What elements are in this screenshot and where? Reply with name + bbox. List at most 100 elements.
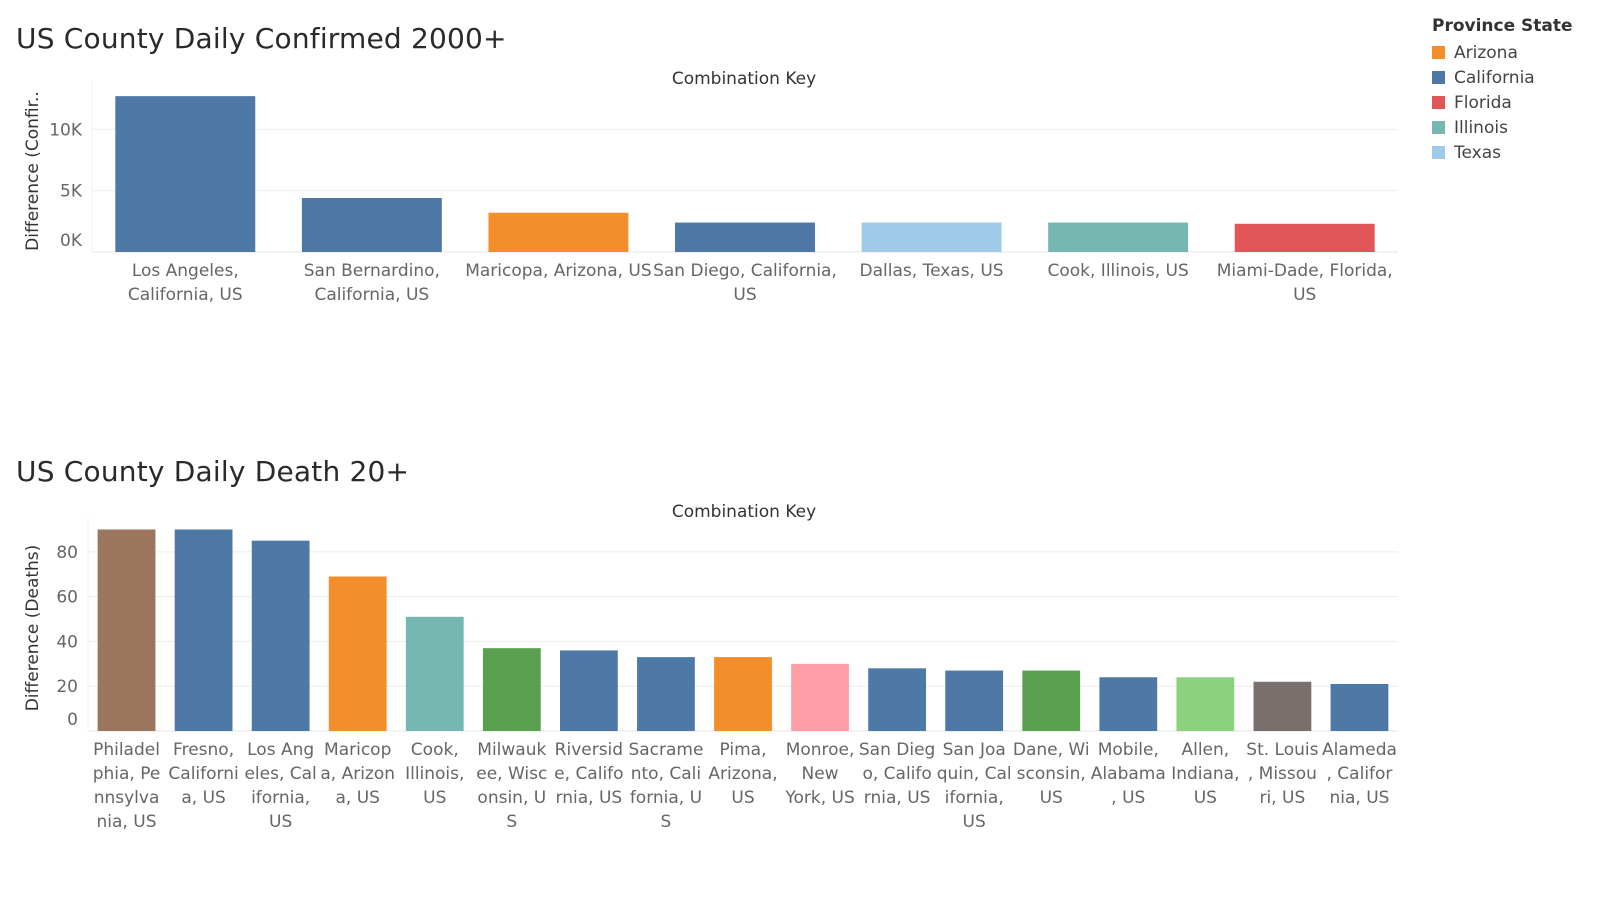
x-tick-label-line: , US <box>1111 788 1145 808</box>
x-tick-label-line: Cook, <box>411 740 459 760</box>
bar[interactable] <box>945 670 1004 731</box>
x-tick-label-line: California, US <box>128 285 243 305</box>
legend-item-california[interactable]: California <box>1432 65 1573 90</box>
bar[interactable] <box>405 616 464 731</box>
bar[interactable] <box>559 650 618 731</box>
x-tick-label: Los Angeles, California, US <box>128 261 243 305</box>
x-tick-label-line: San Bernardino, <box>304 261 440 281</box>
bar[interactable] <box>1253 681 1312 731</box>
legend-swatch <box>1432 121 1445 134</box>
legend-item-texas[interactable]: Texas <box>1432 140 1573 165</box>
legend-label: Arizona <box>1454 42 1518 63</box>
x-tick-label-line: Alameda <box>1322 740 1397 760</box>
x-tick-label-line: St. Louis <box>1246 740 1318 760</box>
x-tick-label-line: Maricopa, Arizona, US <box>465 261 651 281</box>
bar[interactable] <box>1022 670 1081 731</box>
legend-swatch <box>1432 146 1445 159</box>
legend-title: Province State <box>1432 16 1573 36</box>
x-tick-label-line: , Califor <box>1327 764 1393 784</box>
bar[interactable] <box>1099 677 1158 731</box>
x-tick-label-line: US <box>1040 788 1063 808</box>
y-tick-label: 10K <box>49 120 83 140</box>
x-tick-label-line: sconsin, <box>1017 764 1086 784</box>
x-tick-label-line: San Dieg <box>859 740 935 760</box>
x-tick-label: Monroe, New York, US <box>784 740 854 808</box>
x-tick-label: Allen, Indiana, US <box>1171 740 1239 808</box>
legend-label: California <box>1454 67 1535 88</box>
legend-item-arizona[interactable]: Arizona <box>1432 40 1573 65</box>
x-tick-label: Mobile, Alabama , US <box>1091 740 1166 808</box>
x-tick-label: Dane, Wi sconsin, US <box>1013 740 1090 808</box>
x-tick-label-line: Californi <box>168 764 238 784</box>
bar[interactable] <box>488 212 629 252</box>
bar[interactable] <box>482 648 541 731</box>
bar[interactable] <box>251 540 310 731</box>
legend-item-illinois[interactable]: Illinois <box>1432 115 1573 140</box>
x-tick-label-line: ifornia, <box>251 788 310 808</box>
x-tick-label-line: US <box>1194 788 1217 808</box>
x-tick-label-line: US <box>1293 285 1316 305</box>
bar[interactable] <box>328 576 387 732</box>
bar[interactable] <box>97 529 156 731</box>
x-tick-label-line: US <box>731 788 754 808</box>
x-tick-label-line: , Missou <box>1248 764 1317 784</box>
x-tick-label-line: nia, US <box>97 812 157 832</box>
bar[interactable] <box>675 222 815 252</box>
bar[interactable] <box>868 668 927 731</box>
bar[interactable] <box>115 96 256 252</box>
x-tick-label: Pima, Arizona, US <box>708 740 777 808</box>
x-tick-label-line: Dallas, Texas, US <box>860 261 1004 281</box>
x-tick-label-line: rnia, US <box>864 788 931 808</box>
x-tick-label-line: eles, Cal <box>244 764 316 784</box>
bar[interactable] <box>714 657 772 731</box>
x-tick-label-line: Fresno, <box>173 740 234 760</box>
x-tick-label-line: Pima, <box>720 740 767 760</box>
bar[interactable] <box>1330 683 1389 731</box>
x-tick-label-line: phia, Pe <box>93 764 161 784</box>
x-tick-label-line: Monroe, <box>786 740 855 760</box>
x-tick-label-line: Illinois, <box>405 764 464 784</box>
x-tick-label: Cook, Illinois, US <box>1047 261 1188 281</box>
x-tick-label: Dallas, Texas, US <box>860 261 1004 281</box>
bar[interactable] <box>174 529 233 731</box>
x-tick-label: Los Ang eles, Cal ifornia, US <box>244 740 316 832</box>
x-tick-label-line: US <box>733 285 756 305</box>
legend-swatch <box>1432 46 1445 59</box>
bar[interactable] <box>1048 222 1189 252</box>
x-tick-label-line: Mobile, <box>1098 740 1159 760</box>
x-tick-label-line: Maricop <box>324 740 391 760</box>
bar[interactable] <box>1234 223 1375 252</box>
x-tick-label-line: New <box>802 764 839 784</box>
x-tick-label-line: S <box>506 812 517 832</box>
x-tick-label-line: a, Arizon <box>320 764 395 784</box>
bar[interactable] <box>1176 677 1235 731</box>
x-tick-label-line: e, Califo <box>554 764 623 784</box>
bar[interactable] <box>301 198 442 252</box>
x-tick-label-line: San Diego, California, <box>653 261 837 281</box>
x-tick-label-line: US <box>269 812 292 832</box>
x-tick-label-line: Riversid <box>555 740 623 760</box>
x-tick-label-line: nia, US <box>1329 788 1389 808</box>
x-tick-label-line: Dane, Wi <box>1013 740 1090 760</box>
legend-swatch <box>1432 96 1445 109</box>
y-axis-label: Difference (Deaths) <box>23 545 43 712</box>
x-tick-label-line: Philadel <box>93 740 160 760</box>
legend-label: Texas <box>1454 142 1501 163</box>
legend-label: Illinois <box>1454 117 1508 138</box>
bar[interactable] <box>861 222 1002 252</box>
x-tick-label: Fresno, Californi a, US <box>168 740 238 808</box>
x-tick-label: Milwauk ee, Wisc onsin, U S <box>476 740 547 832</box>
x-tick-label-line: nnsylva <box>94 788 160 808</box>
x-tick-label-line: fornia, U <box>630 788 702 808</box>
x-tick-label-line: rnia, US <box>556 788 623 808</box>
x-tick-label-line: California, US <box>314 285 429 305</box>
x-tick-label: San Bernardino, California, US <box>304 261 440 305</box>
x-tick-label-line: a, US <box>335 788 379 808</box>
x-tick-label: Philadel phia, Pe nnsylva nia, US <box>93 740 161 832</box>
y-tick-label: 20 <box>56 677 78 697</box>
bar[interactable] <box>791 663 849 731</box>
x-tick-label: San Diego, California, US <box>653 261 837 305</box>
x-tick-label-line: US <box>963 812 986 832</box>
bar[interactable] <box>637 657 695 731</box>
legend-item-florida[interactable]: Florida <box>1432 90 1573 115</box>
